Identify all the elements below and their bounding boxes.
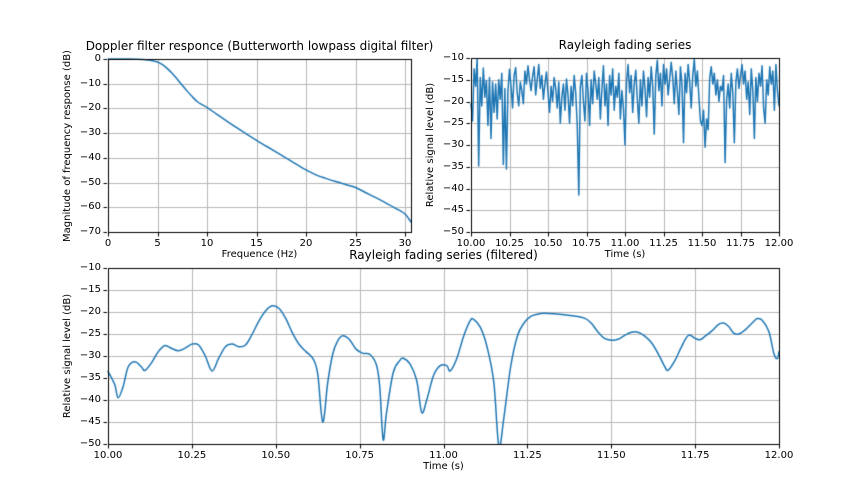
x-tick-label: 10.50: [533, 238, 563, 249]
y-tick-label: −10: [79, 262, 101, 273]
y-tick-label: −40: [79, 394, 101, 405]
x-tick-label: 12.00: [764, 450, 794, 461]
y-tick-label: −10: [79, 77, 101, 89]
x-tick-label: 11.25: [649, 238, 678, 249]
y-tick-label: −40: [79, 151, 101, 163]
y-tick-label: −30: [79, 127, 101, 139]
x-tick-label: 20: [299, 238, 313, 249]
x-tick-label: 11.50: [596, 450, 626, 461]
x-tick-label: 25: [349, 238, 362, 249]
y-tick-label: −50: [79, 438, 101, 449]
y-tick-label: −50: [442, 226, 464, 237]
x-tick-label: 11.00: [610, 238, 640, 249]
x-tick-label: 10.75: [345, 450, 374, 461]
y-tick-label: −60: [79, 201, 101, 213]
x-axis-label: Time (s): [604, 249, 646, 260]
y-tick-label: −40: [442, 182, 464, 194]
y-tick-label: −20: [79, 306, 101, 317]
x-tick-label: 5: [154, 238, 161, 249]
y-axis-label: Relative signal level (dB): [62, 293, 73, 419]
x-tick-label: 10.50: [261, 450, 291, 461]
y-tick-label: −15: [442, 73, 464, 85]
chart-title: Rayleigh fading series: [558, 38, 692, 52]
x-tick-label: 11.00: [429, 450, 458, 461]
y-tick-label: −20: [79, 102, 101, 114]
y-tick-label: 0: [94, 53, 101, 64]
chart-title: Rayleigh fading series (filtered): [349, 248, 538, 262]
y-tick-label: −25: [79, 328, 101, 339]
y-tick-label: −15: [79, 284, 101, 295]
x-tick-label: 15: [250, 238, 263, 249]
y-tick-label: −30: [442, 139, 464, 150]
x-tick-label: 10.75: [572, 238, 601, 249]
x-tick-label: 10: [200, 238, 214, 249]
y-tick-label: −25: [442, 117, 464, 129]
y-tick-label: −35: [79, 372, 101, 383]
x-axis-label: Time (s): [423, 461, 464, 472]
x-tick-label: 10.00: [456, 238, 486, 249]
y-tick-label: −70: [79, 226, 101, 237]
x-tick-label: 30: [398, 238, 412, 249]
x-tick-label: 11.50: [687, 238, 717, 249]
y-tick-label: −30: [79, 350, 101, 361]
x-tick-label: 11.75: [680, 450, 710, 461]
x-tick-label: 10.00: [93, 450, 123, 461]
x-tick-label: 11.75: [726, 238, 755, 249]
x-axis-label: Frequence (Hz): [221, 249, 298, 260]
y-tick-label: −35: [442, 160, 464, 172]
x-tick-label: 11.25: [513, 450, 542, 461]
chart-title: Doppler filter responce (Butterworth low…: [85, 39, 434, 53]
y-tick-label: −10: [442, 52, 464, 63]
x-tick-label: 10.25: [495, 238, 524, 249]
y-tick-label: −45: [442, 204, 464, 216]
x-tick-label: 12.00: [764, 238, 794, 249]
y-tick-label: −20: [442, 95, 464, 107]
x-tick-label: 10.25: [177, 450, 207, 461]
y-tick-label: −50: [79, 176, 101, 188]
x-tick-label: 0: [104, 238, 112, 249]
y-tick-label: −45: [79, 416, 101, 427]
